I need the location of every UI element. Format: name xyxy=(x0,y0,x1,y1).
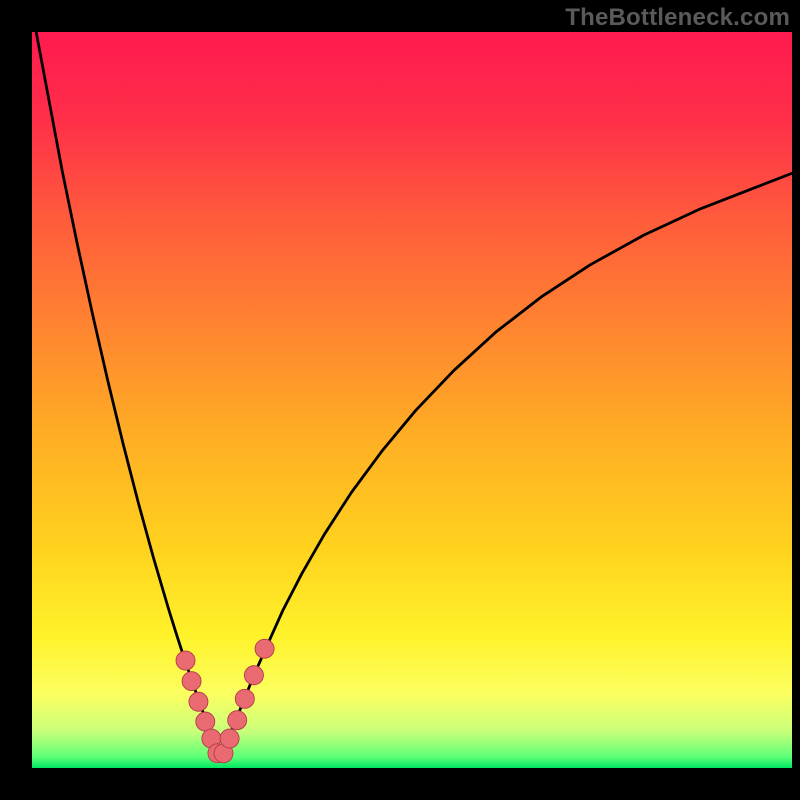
data-marker xyxy=(228,711,247,730)
data-marker xyxy=(189,692,208,711)
gradient-line-chart xyxy=(32,32,792,768)
data-marker xyxy=(235,689,254,708)
data-marker xyxy=(244,666,263,685)
data-marker xyxy=(220,729,239,748)
watermark-text: TheBottleneck.com xyxy=(565,4,790,32)
data-marker xyxy=(182,672,201,691)
data-marker xyxy=(255,639,274,658)
plot-area xyxy=(32,32,792,768)
data-marker xyxy=(196,712,215,731)
data-marker xyxy=(176,651,195,670)
